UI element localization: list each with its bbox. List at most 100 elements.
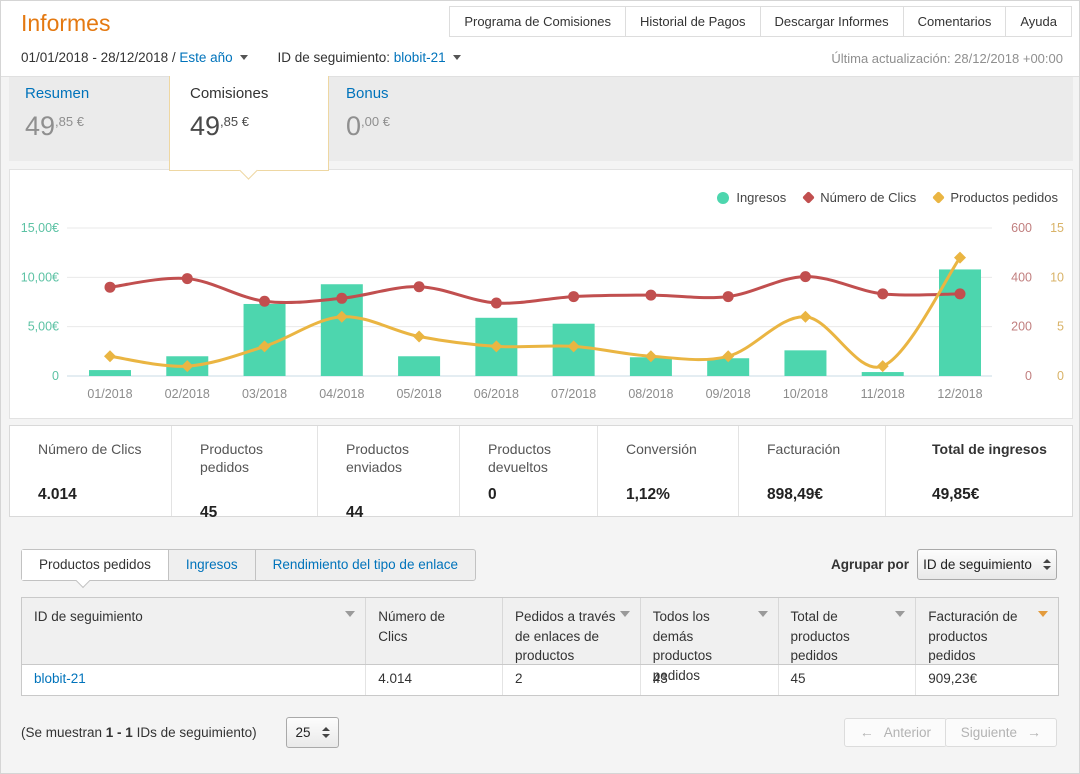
filters-row: 01/01/2018 - 28/12/2018 / Este año ID de… (21, 50, 461, 65)
svg-text:12/2018: 12/2018 (937, 387, 982, 401)
tracking-id-label: ID de seguimiento: (277, 50, 391, 65)
svg-text:10,00€: 10,00€ (21, 270, 59, 284)
legend-diamond-icon (802, 191, 816, 204)
legend-circle-icon (717, 191, 730, 204)
svg-text:10: 10 (1050, 270, 1064, 284)
summary-card-label: Resumen (25, 85, 90, 102)
next-page-button[interactable]: Siguiente → (944, 718, 1057, 747)
top-navigation: Programa de Comisiones Historial de Pago… (449, 6, 1072, 37)
last-update-text: Última actualización: 28/12/2018 +00:00 (831, 51, 1063, 66)
summary-card-comisiones[interactable]: Comisiones 49,85 € (169, 76, 329, 180)
legend-item-ingresos[interactable]: Ingresos (717, 190, 786, 205)
svg-text:5,00€: 5,00€ (28, 320, 59, 334)
stat-productos-enviados: Productos enviados 44 (318, 426, 460, 521)
svg-text:400: 400 (1011, 270, 1032, 284)
tracking-id-dropdown[interactable]: blobit-21 (393, 50, 446, 65)
nav-tab-ayuda[interactable]: Ayuda (1005, 7, 1071, 36)
cell-facturacion: 909,23€ (928, 671, 978, 686)
table-footer: (Se muestran 1 - 1 IDs de seguimiento) 2… (1, 717, 1079, 749)
summary-card-value: 49,85 € (190, 111, 249, 141)
cell-pedidos-enlaces: 2 (503, 665, 641, 695)
svg-text:15: 15 (1050, 221, 1064, 235)
sort-icon[interactable] (895, 611, 906, 617)
nav-tab-historial-pagos[interactable]: Historial de Pagos (625, 7, 760, 36)
group-by-label: Agrupar por (830, 557, 909, 572)
summary-card-label: Bonus (346, 85, 389, 102)
summary-card-resumen[interactable]: Resumen 49,85 € (25, 85, 89, 142)
previous-page-button[interactable]: ← Anterior (843, 718, 947, 747)
chevron-down-icon (452, 55, 461, 60)
svg-text:0: 0 (52, 369, 59, 383)
svg-text:15,00€: 15,00€ (21, 221, 59, 235)
stats-panel: Número de Clics 4.014 Productos pedidos 45… (9, 425, 1073, 521)
report-tabs-row: Productos pedidos Ingresos Rendimiento d… (1, 549, 1079, 589)
tab-productos-pedidos[interactable]: Productos pedidos (22, 550, 169, 589)
column-header-todos-demas[interactable]: Todos los demás productos pedidos (641, 598, 779, 683)
sort-icon[interactable] (619, 611, 630, 617)
date-preset-dropdown[interactable]: Este año (179, 50, 233, 65)
report-tabs: Productos pedidos Ingresos Rendimiento d… (21, 549, 476, 589)
sort-icon[interactable] (345, 611, 356, 617)
column-header-pedidos-enlaces[interactable]: Pedidos a través de enlaces de productos (503, 598, 641, 664)
legend-item-clics[interactable]: Número de Clics (802, 190, 916, 205)
sort-icon[interactable] (1037, 611, 1048, 617)
cell-total-pedidos: 45 (779, 665, 917, 695)
column-header-id-seguimiento[interactable]: ID de seguimiento (22, 598, 367, 664)
legend-diamond-icon (932, 191, 946, 204)
sort-icon[interactable] (757, 611, 768, 617)
svg-text:10/2018: 10/2018 (783, 387, 828, 401)
svg-text:01/2018: 01/2018 (87, 387, 132, 401)
tracking-id-link[interactable]: blobit-21 (22, 665, 367, 695)
nav-tab-programa-comisiones[interactable]: Programa de Comisiones (464, 14, 611, 29)
report-chart: 15,00€ 600 15 10,00€ 400 10 5,00€ 200 5 0 0 0 01/201… (21, 221, 1064, 401)
table-header-row: ID de seguimiento Número de Clics Pedido… (22, 598, 1058, 683)
table-row: blobit-21 4.014 2 43 45 909,23€ (22, 665, 1058, 695)
stat-clics: Número de Clics 4.014 (10, 426, 172, 516)
svg-text:11/2018: 11/2018 (861, 387, 905, 401)
arrow-right-icon: → (1027, 724, 1041, 740)
svg-text:07/2018: 07/2018 (551, 387, 596, 401)
svg-text:08/2018: 08/2018 (628, 387, 673, 401)
cell-clics: 4.014 (366, 665, 504, 695)
tab-rendimiento-enlace[interactable]: Rendimiento del tipo de enlace (272, 557, 458, 572)
svg-text:02/2018: 02/2018 (165, 387, 210, 401)
svg-text:06/2018: 06/2018 (474, 387, 519, 401)
select-stepper-icon (1042, 559, 1051, 570)
select-stepper-icon (321, 727, 330, 738)
stat-conversion: Conversión 1,12% (598, 426, 739, 516)
summary-strip: Resumen 49,85 € Comisiones 49,85 € Bonus… (9, 76, 1073, 180)
page-header: Informes Programa de Comisiones Historia… (1, 1, 1079, 77)
column-header-total-pedidos[interactable]: Total de productos pedidos (779, 598, 917, 664)
svg-text:600: 600 (1011, 221, 1032, 235)
group-by-select[interactable]: ID de seguimiento (917, 549, 1057, 580)
stat-facturacion: Facturación 898,49€ (739, 426, 886, 516)
column-header-facturacion[interactable]: Facturación de productos pedidos (916, 598, 1058, 664)
svg-text:04/2018: 04/2018 (319, 387, 364, 401)
page-title: Informes (21, 10, 111, 36)
svg-text:0: 0 (1057, 369, 1064, 383)
legend-item-productos[interactable]: Productos pedidos (932, 190, 1058, 205)
nav-tab-comentarios[interactable]: Comentarios (902, 7, 1006, 36)
svg-text:5: 5 (1057, 320, 1064, 334)
column-header-numero-clics[interactable]: Número de Clics (366, 598, 503, 664)
svg-text:0: 0 (1025, 369, 1032, 383)
chart-legend: Ingresos Número de Clics Productos pedid… (717, 190, 1058, 205)
selected-tab-pointer (75, 573, 91, 589)
svg-text:05/2018: 05/2018 (396, 387, 441, 401)
summary-card-value: 49,85 € (25, 111, 84, 141)
tab-ingresos[interactable]: Ingresos (169, 550, 256, 580)
summary-card-bonus[interactable]: Bonus 0,00 € (346, 85, 390, 142)
page-size-select[interactable]: 25 (286, 717, 339, 748)
chart-panel: Ingresos Número de Clics Productos pedid… (9, 169, 1073, 419)
chevron-down-icon (239, 55, 248, 60)
arrow-left-icon: ← (859, 724, 874, 740)
summary-card-label: Comisiones (190, 85, 269, 102)
tracking-ids-table: ID de seguimiento Número de Clics Pedido… (21, 597, 1059, 696)
nav-tab-descargar-informes[interactable]: Descargar Informes (759, 7, 903, 36)
showing-count-text: (Se muestran 1 - 1 IDs de seguimiento) (21, 725, 257, 740)
stat-total-ingresos: Total de ingresos 49,85€ (932, 441, 1047, 504)
date-range-text: 01/01/2018 - 28/12/2018 / (21, 50, 176, 65)
cell-todos-demas: 43 (641, 665, 779, 695)
svg-text:03/2018: 03/2018 (242, 387, 287, 401)
